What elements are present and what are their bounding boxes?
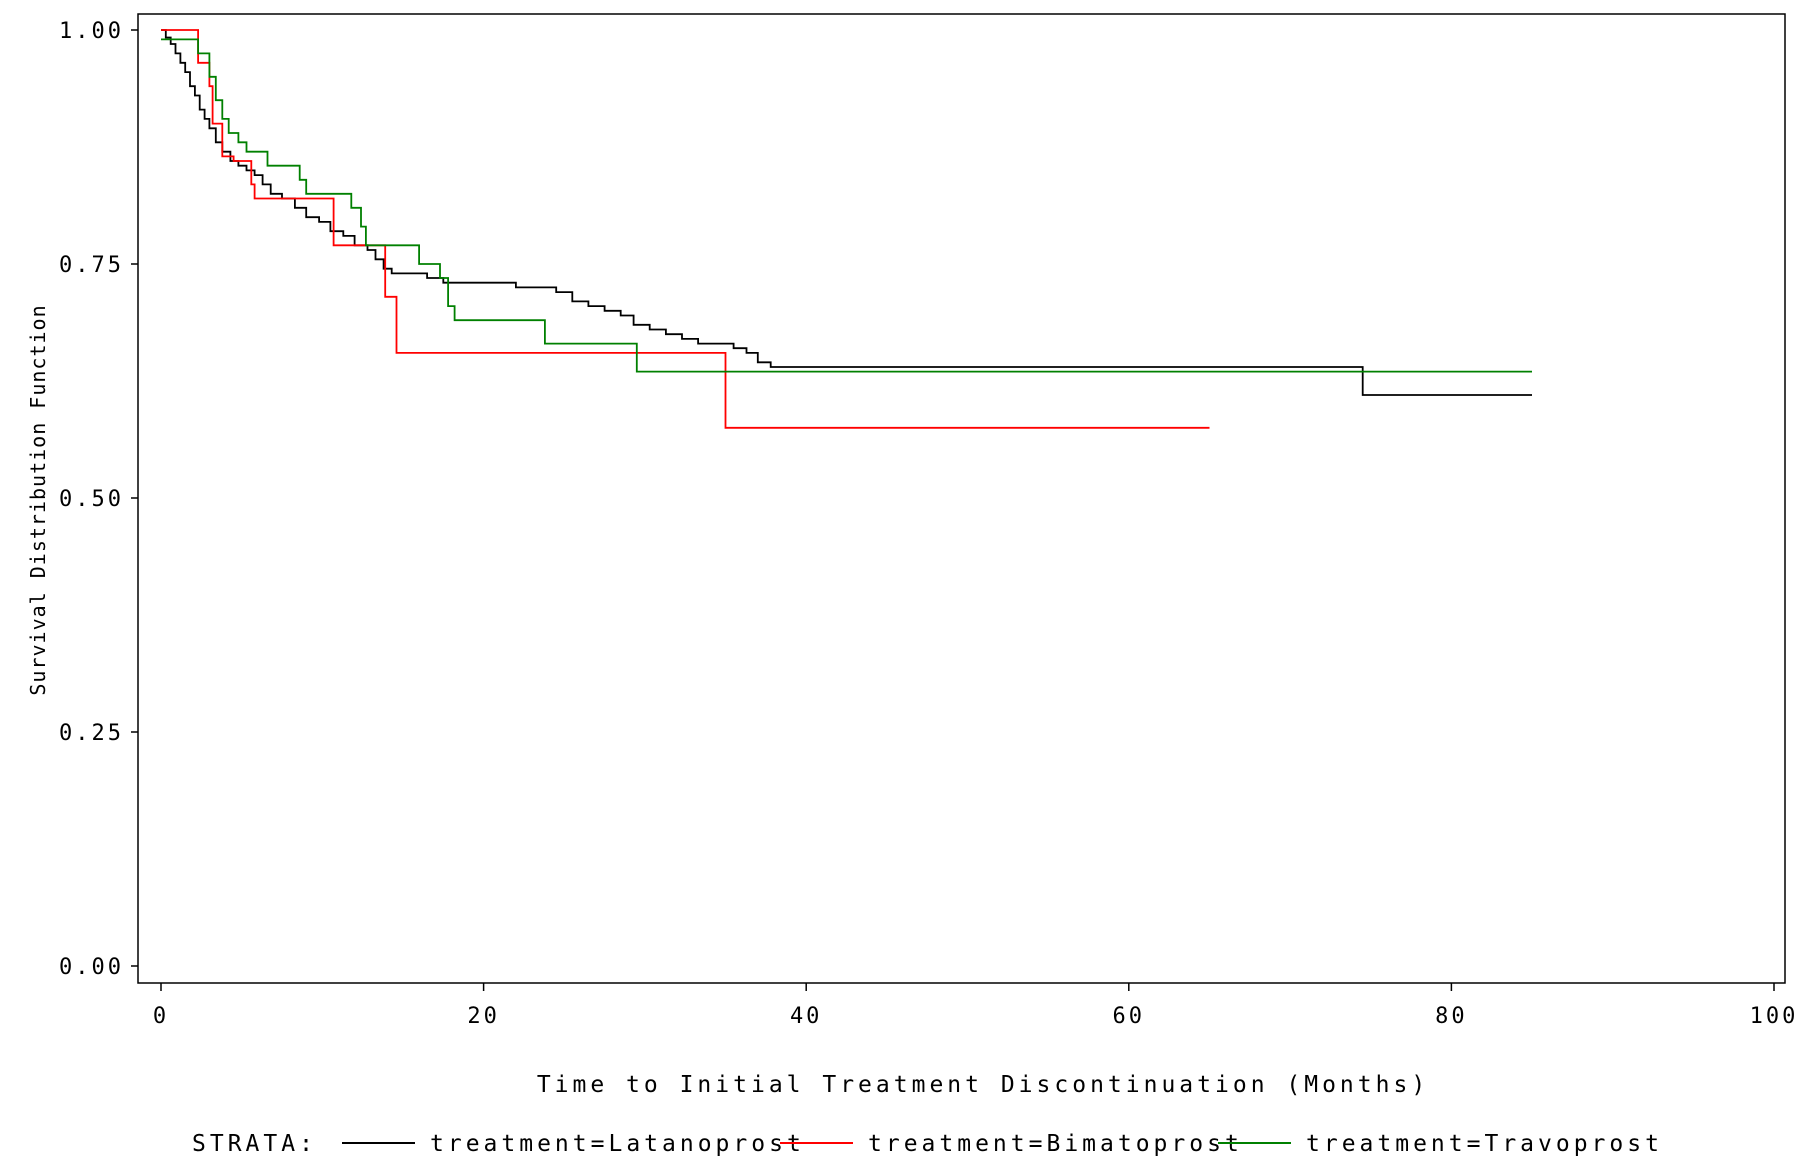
plot-frame xyxy=(137,13,1786,984)
x-tick-label: 20 xyxy=(467,1004,500,1029)
x-tick-label: 80 xyxy=(1435,1004,1468,1029)
series-group xyxy=(161,29,1532,429)
x-tick-label: 40 xyxy=(790,1004,823,1029)
y-tick-label: 0.00 xyxy=(59,955,124,980)
legend-label-travoprost: treatment=Travoprost xyxy=(1306,1131,1663,1157)
legend-label-latanoprost: treatment=Latanoprost xyxy=(430,1131,805,1157)
series-line-latanoprost xyxy=(161,29,1532,396)
series-line-bimatoprost xyxy=(161,29,1210,429)
legend-label-bimatoprost: treatment=Bimatoprost xyxy=(868,1131,1243,1157)
x-tick-label: 0 xyxy=(153,1004,169,1029)
y-tick-label: 0.25 xyxy=(59,721,124,746)
x-axis-label: Time to Initial Treatment Discontinuatio… xyxy=(537,1072,1429,1098)
x-tick-label: 100 xyxy=(1750,1004,1795,1029)
legend-title: STRATA: xyxy=(192,1131,317,1157)
x-axis-ticks: 0 20 40 60 80 100 xyxy=(153,983,1795,1029)
y-tick-label: 0.50 xyxy=(59,487,124,512)
x-tick-label: 60 xyxy=(1113,1004,1146,1029)
y-axis-ticks: 0.00 0.25 0.50 0.75 1.00 xyxy=(59,19,138,980)
y-tick-label: 0.75 xyxy=(59,253,124,278)
series-line-travoprost xyxy=(161,38,1532,373)
y-tick-label: 1.00 xyxy=(59,19,124,44)
legend: STRATA: treatment=Latanoprost treatment=… xyxy=(192,1131,1663,1157)
y-axis-label: Survival Distribution Function xyxy=(26,304,50,695)
